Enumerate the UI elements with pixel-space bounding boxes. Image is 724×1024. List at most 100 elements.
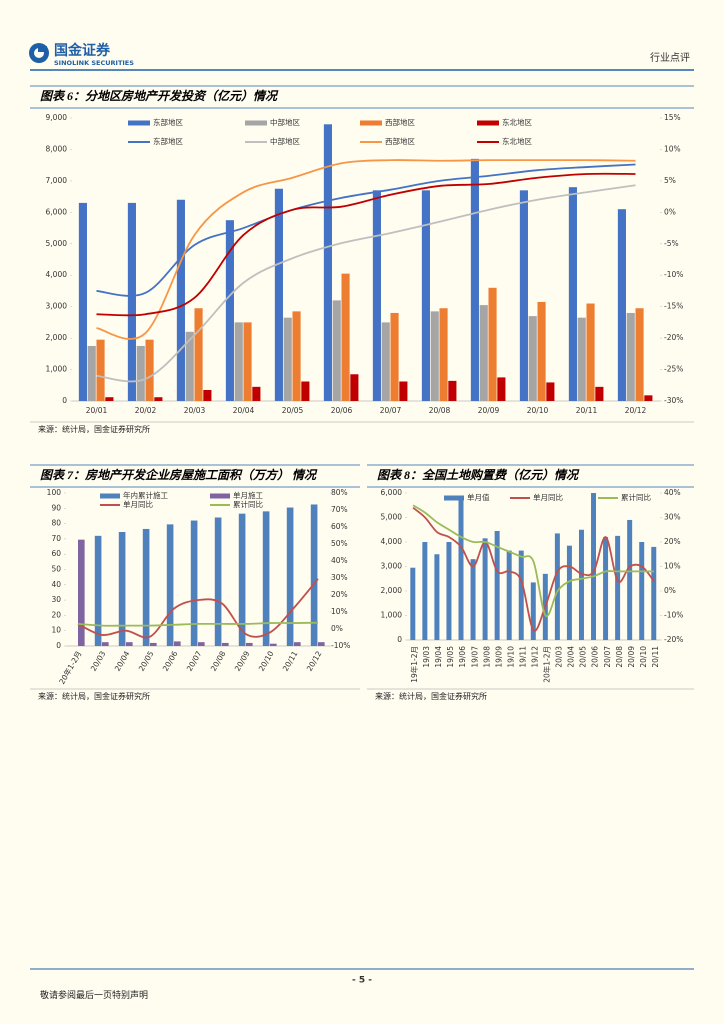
y-tick-label: 20 (51, 610, 61, 619)
legend-label: 中部地区 (270, 117, 300, 127)
y-tick-label: 6,000 (381, 488, 403, 497)
y2-tick-label: 50% (331, 539, 348, 548)
legend-swatch (100, 493, 120, 499)
y-tick-label: 0 (56, 641, 61, 650)
bar (225, 220, 234, 401)
logo (29, 43, 49, 63)
bar (118, 532, 126, 646)
bar (568, 187, 577, 401)
line-series (96, 159, 636, 340)
bar (506, 550, 512, 640)
bar (470, 158, 479, 401)
bar (166, 524, 174, 646)
y2-tick-label: -5% (664, 239, 679, 248)
bar (190, 520, 198, 646)
bar (595, 386, 604, 401)
legend-label: 西部地区 (385, 117, 415, 127)
y2-tick-label: 0% (664, 207, 676, 216)
x-tick-label: 20年1-2月 (542, 646, 552, 683)
y2-tick-label: -15% (664, 302, 683, 311)
bar (635, 308, 644, 401)
legend-swatch (444, 495, 464, 501)
y2-tick-label: 70% (331, 505, 348, 514)
x-tick-label: 19/04 (434, 646, 443, 668)
y2-tick-label: 20% (664, 537, 681, 546)
x-tick-label: 19/10 (506, 646, 515, 668)
bar (615, 535, 621, 640)
logo-subtext: SINOLINK SECURITIES (54, 59, 134, 67)
y-tick-label: 5,000 (381, 513, 403, 522)
bar (399, 381, 408, 401)
bar (651, 546, 657, 640)
bar (150, 642, 157, 646)
x-tick-label: 19/12 (531, 646, 540, 668)
y-tick-label: 8,000 (46, 144, 68, 153)
x-tick-label: 20/10 (527, 406, 549, 415)
legend-label: 累计同比 (621, 492, 651, 502)
bar (246, 642, 253, 646)
line-series (96, 163, 636, 297)
y2-tick-label: 80% (331, 488, 348, 497)
bar (627, 519, 633, 640)
y-tick-label: 1,000 (381, 611, 403, 620)
y-tick-label: 2,000 (46, 333, 68, 342)
bar (381, 322, 390, 401)
bar (78, 202, 87, 401)
chart-source: 来源：统计局，国金证券研究所 (38, 424, 150, 434)
y-tick-label: 70 (51, 534, 61, 543)
legend-swatch (210, 493, 230, 499)
y2-tick-label: 10% (331, 607, 348, 616)
y2-tick-label: 15% (664, 113, 681, 122)
bar (577, 317, 586, 401)
bar (341, 273, 350, 401)
x-tick-label: 20/06 (591, 646, 600, 668)
bar (145, 339, 154, 401)
bar (294, 642, 301, 646)
footer-notice: 敬请参阅最后一页特别声明 (40, 989, 148, 1000)
legend-label: 年内累计施工 (123, 490, 168, 500)
y-tick-label: 60 (51, 549, 61, 558)
bar (198, 642, 205, 646)
x-tick-label: 19/05 (446, 646, 455, 668)
bar (528, 316, 537, 401)
x-tick-label: 20/04 (233, 406, 255, 415)
bar (603, 537, 609, 640)
bar (566, 545, 572, 640)
bar (262, 511, 270, 646)
line-series (77, 578, 319, 639)
y2-tick-label: 40% (664, 488, 681, 497)
bar (78, 539, 85, 646)
bar (410, 567, 416, 640)
y2-tick-label: 60% (331, 522, 348, 531)
y-tick-label: 30 (51, 595, 61, 604)
x-tick-label: 20/03 (184, 406, 206, 415)
bar (518, 550, 524, 640)
y2-tick-label: -20% (664, 333, 683, 342)
chart-source: 来源：统计局，国金证券研究所 (375, 691, 487, 701)
x-tick-label: 19年1-2月 (409, 646, 419, 683)
y-tick-label: 90 (51, 503, 61, 512)
bar (126, 642, 133, 646)
y2-tick-label: 20% (331, 590, 348, 599)
bar (350, 374, 359, 401)
bar (439, 308, 448, 401)
chart-title: 图表 8：全国土地购置费（亿元）情况 (377, 468, 580, 482)
bar (234, 322, 243, 401)
y-tick-label: 0 (62, 396, 67, 405)
legend-label: 西部地区 (385, 136, 415, 146)
bar (185, 331, 194, 401)
y2-tick-label: 10% (664, 562, 681, 571)
bar (252, 386, 261, 401)
bar (497, 377, 506, 401)
legend-label: 东部地区 (153, 117, 183, 127)
x-tick-label: 20/03 (555, 646, 564, 668)
bar (87, 345, 96, 401)
bar (176, 199, 185, 401)
line-series (96, 172, 636, 317)
y2-tick-label: 10% (664, 144, 681, 153)
bar (644, 395, 653, 401)
bar (470, 559, 476, 640)
y2-tick-label: 0% (664, 586, 676, 595)
bar (238, 513, 246, 646)
